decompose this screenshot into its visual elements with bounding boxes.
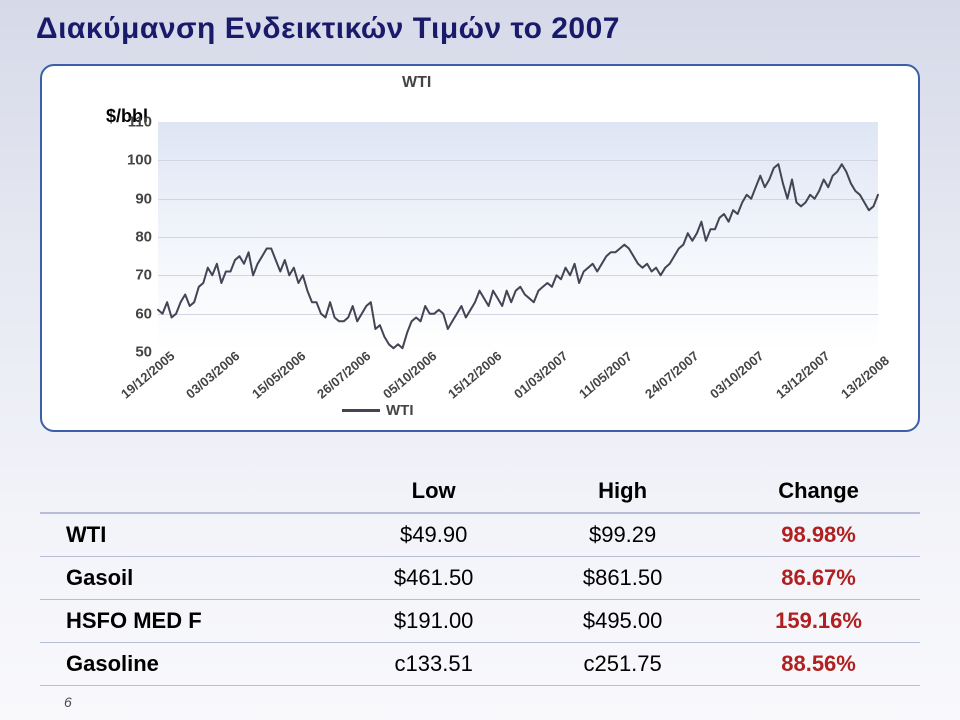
col-high: High (528, 470, 717, 513)
xtick: 05/10/2006 (380, 348, 439, 401)
col-change: Change (717, 470, 920, 513)
legend-label: WTI (386, 402, 414, 419)
row-low: $191.00 (339, 600, 528, 643)
xtick: 11/05/2007 (576, 349, 635, 402)
chart-series-line (158, 164, 878, 348)
row-change: 159.16% (717, 600, 920, 643)
data-table-wrap: Low High Change WTI$49.90$99.2998.98%Gas… (40, 470, 920, 686)
page-title: Διακύμανση Ενδεικτικών Τιμών το 2007 (36, 12, 620, 46)
row-name: Gasoil (40, 557, 339, 600)
table-row: HSFO MED F$191.00$495.00159.16% (40, 600, 920, 643)
xtick: 13/2/2008 (838, 353, 892, 402)
row-low: $461.50 (339, 557, 528, 600)
row-high: c251.75 (528, 643, 717, 686)
table-body: WTI$49.90$99.2998.98%Gasoil$461.50$861.5… (40, 513, 920, 686)
ytick: 70 (116, 267, 152, 284)
ytick: 90 (116, 190, 152, 207)
table-header-row: Low High Change (40, 470, 920, 513)
row-low: c133.51 (339, 643, 528, 686)
table-row: WTI$49.90$99.2998.98% (40, 513, 920, 557)
row-change: 88.56% (717, 643, 920, 686)
ytick: 50 (116, 344, 152, 361)
row-name: Gasoline (40, 643, 339, 686)
chart-line-svg (158, 122, 878, 352)
xtick: 01/03/2007 (511, 348, 570, 401)
row-high: $495.00 (528, 600, 717, 643)
col-name (40, 470, 339, 513)
ytick: 100 (116, 152, 152, 169)
ytick: 80 (116, 229, 152, 246)
xtick: 03/10/2007 (707, 348, 766, 401)
xtick: 24/07/2007 (642, 348, 701, 401)
chart-legend: WTI (342, 402, 414, 419)
xtick: 15/12/2006 (445, 348, 504, 401)
ytick: 60 (116, 305, 152, 322)
table-row: Gasoil$461.50$861.5086.67% (40, 557, 920, 600)
ytick: 110 (116, 114, 152, 131)
row-change: 98.98% (717, 513, 920, 557)
row-change: 86.67% (717, 557, 920, 600)
legend-swatch (342, 409, 380, 412)
xtick: 03/03/2006 (183, 348, 242, 401)
row-high: $861.50 (528, 557, 717, 600)
xtick: 15/05/2006 (249, 348, 308, 401)
row-name: WTI (40, 513, 339, 557)
chart-title: WTI (402, 74, 431, 92)
row-low: $49.90 (339, 513, 528, 557)
xtick: 26/07/2006 (314, 348, 373, 401)
row-name: HSFO MED F (40, 600, 339, 643)
slide-number: 6 (64, 694, 72, 710)
col-low: Low (339, 470, 528, 513)
table-row: Gasolinec133.51c251.7588.56% (40, 643, 920, 686)
row-high: $99.29 (528, 513, 717, 557)
chart-plot (158, 122, 878, 352)
xtick: 13/12/2007 (773, 348, 832, 401)
chart-container: WTI $/bbl 1101009080706050 19/12/200503/… (40, 64, 920, 432)
chart-xlabels: 19/12/200503/03/200615/05/200626/07/2006… (158, 356, 878, 416)
data-table: Low High Change WTI$49.90$99.2998.98%Gas… (40, 470, 920, 686)
